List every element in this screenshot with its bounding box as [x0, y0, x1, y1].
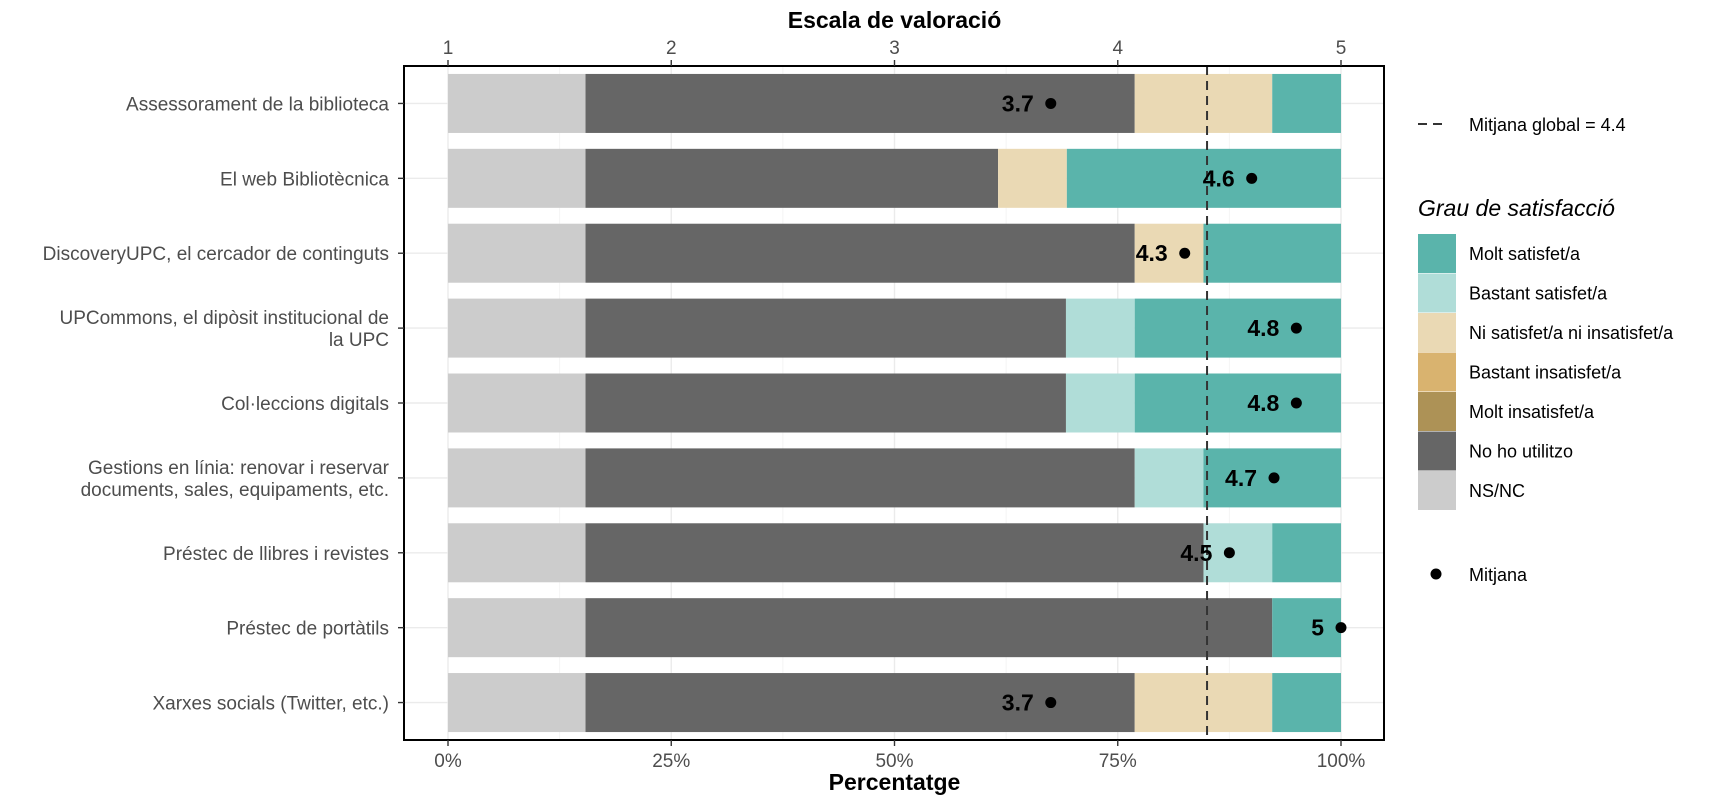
x-tick-label: 75% — [1099, 751, 1137, 772]
bar-segment — [1066, 148, 1341, 208]
bar-segment — [448, 673, 586, 733]
category-label: Gestions en línia: renovar i reservar — [88, 458, 390, 479]
bar-segment — [1272, 673, 1341, 733]
bar-segment — [585, 523, 1204, 583]
mean-point — [1223, 547, 1235, 559]
mean-point — [1246, 172, 1258, 184]
bar-segment — [448, 373, 586, 433]
bar-segment — [448, 223, 586, 283]
category-label: Préstec de portàtils — [226, 619, 389, 640]
legend-label: Bastant insatisfet/a — [1469, 363, 1622, 383]
mean-point — [1268, 472, 1280, 484]
category-label: Préstec de llibres i revistes — [163, 544, 389, 565]
mean-point — [1335, 622, 1347, 634]
mean-label: 3.7 — [1002, 90, 1034, 116]
legend-label: NS/NC — [1469, 481, 1525, 501]
legend-swatch — [1418, 352, 1456, 392]
x-axis-title: Percentatge — [829, 769, 961, 795]
mean-point — [1045, 97, 1057, 109]
mean-label: 4.6 — [1203, 165, 1235, 191]
x-tick-label: 0% — [434, 751, 462, 772]
legend-title: Grau de satisfacció — [1418, 195, 1615, 221]
mean-label: 4.5 — [1180, 540, 1212, 566]
bar-segment — [585, 148, 999, 208]
mean-label: 4.8 — [1247, 315, 1279, 341]
legend-swatch — [1418, 313, 1456, 352]
mean-point — [1290, 397, 1302, 409]
bar-segment — [1272, 523, 1341, 583]
bar-segment — [1134, 73, 1273, 133]
bar-segment — [1134, 673, 1273, 733]
mean-point — [1045, 697, 1057, 709]
legend-label: No ho utilitzo — [1469, 442, 1573, 462]
legend-label: Molt satisfet/a — [1469, 244, 1581, 264]
legend-swatch — [1418, 273, 1456, 313]
category-label: UPCommons, el dipòsit institucional de — [60, 308, 390, 329]
category-label: documents, sales, equipaments, etc. — [81, 480, 389, 501]
legend-mean-point — [1430, 568, 1442, 580]
top-tick-label: 5 — [1336, 38, 1347, 59]
category-label: la UPC — [329, 330, 389, 351]
top-tick-label: 4 — [1112, 38, 1123, 59]
legend-swatch — [1418, 471, 1456, 510]
bar-segment — [1134, 373, 1341, 433]
bar-segment — [1203, 223, 1341, 283]
x-tick-label: 100% — [1317, 751, 1366, 772]
x-tick-label: 50% — [875, 751, 913, 772]
mean-point — [1179, 247, 1191, 259]
legend: Mitjana global = 4.4 Grau de satisfacció M… — [1418, 115, 1674, 585]
bar-segment — [585, 448, 1135, 508]
means: 3.7 4.6 4.3 4.8 4.8 4.7 4.5 5 3.7 — [1002, 90, 1347, 716]
bar-segment — [1203, 523, 1273, 583]
legend-swatch — [1418, 234, 1456, 273]
bar-segment — [585, 373, 1066, 433]
axes: 0% 25% 50% 75% 100% 1 2 3 4 5 Assessorament de la … — [43, 38, 1366, 772]
bar-segment — [448, 448, 586, 508]
bar-segment — [1134, 223, 1204, 283]
bar-segment — [448, 298, 586, 358]
category-label: Xarxes socials (Twitter, etc.) — [152, 694, 389, 715]
bar-segment — [448, 523, 586, 583]
bar-segment — [1134, 298, 1341, 358]
legend-mean-label: Mitjana — [1469, 565, 1528, 585]
top-axis-title: Escala de valoració — [788, 7, 1002, 33]
mean-label: 4.8 — [1247, 390, 1279, 416]
legend-global-mean-label: Mitjana global = 4.4 — [1469, 115, 1626, 135]
bar-segment — [585, 673, 1135, 733]
category-label: Assessorament de la biblioteca — [126, 94, 389, 115]
x-tick-label: 25% — [652, 751, 690, 772]
top-tick-label: 2 — [666, 38, 677, 59]
legend-label: Bastant satisfet/a — [1469, 284, 1608, 304]
mean-label: 3.7 — [1002, 690, 1034, 716]
bar-segment — [998, 148, 1067, 208]
bar-segment — [1065, 373, 1135, 433]
top-tick-label: 3 — [889, 38, 900, 59]
category-label: DiscoveryUPC, el cercador de continguts — [43, 244, 389, 265]
mean-point — [1290, 322, 1302, 334]
legend-label: Ni satisfet/a ni insatisfet/a — [1469, 323, 1674, 343]
mean-label: 4.3 — [1136, 240, 1168, 266]
category-label: Col·leccions digitals — [221, 394, 389, 415]
bar-segment — [1272, 73, 1341, 133]
category-label: El web Bibliotècnica — [220, 169, 389, 190]
bar-segment — [448, 73, 586, 133]
bar-segment — [448, 598, 586, 658]
bar-segment — [1272, 598, 1341, 658]
bar-segment — [585, 73, 1135, 133]
bar-segment — [1065, 298, 1135, 358]
legend-label: Molt insatisfet/a — [1469, 402, 1595, 422]
legend-swatch — [1418, 431, 1456, 471]
bar-segment — [448, 148, 586, 208]
legend-swatch — [1418, 392, 1456, 431]
mean-label: 4.7 — [1225, 465, 1257, 491]
bar-segment — [1134, 448, 1204, 508]
top-tick-label: 1 — [443, 38, 454, 59]
bars — [448, 73, 1341, 733]
bar-segment — [585, 598, 1273, 658]
bar-segment — [585, 298, 1066, 358]
bar-segment — [585, 223, 1135, 283]
mean-label: 5 — [1311, 615, 1324, 641]
